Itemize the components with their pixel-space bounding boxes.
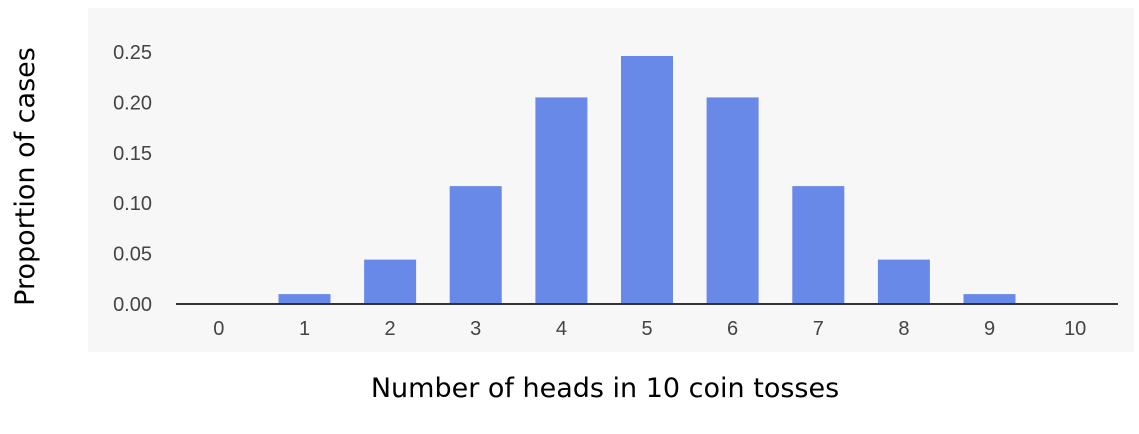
bar-3 [449, 186, 502, 304]
bar-1 [278, 294, 331, 304]
x-tick-label-1: 1 [299, 318, 310, 340]
x-tick-label-7: 7 [813, 318, 824, 340]
x-tick-label-3: 3 [470, 318, 481, 340]
bar-5 [621, 56, 673, 304]
y-axis-label-container: Proportion of cases [0, 0, 50, 352]
y-tick-label-0.25: 0.25 [113, 42, 152, 64]
y-tick-label-0.00: 0.00 [113, 294, 152, 316]
bar-4 [535, 97, 588, 305]
x-tick-label-4: 4 [556, 318, 567, 340]
y-tick-labels: 0.00 0.05 0.10 0.15 0.20 0.25 [113, 42, 152, 316]
x-axis-label: Number of heads in 10 coin tosses [370, 373, 840, 404]
x-tick-label-6: 6 [727, 318, 738, 340]
bar-2 [364, 259, 417, 304]
y-axis-label: Proportion of cases [9, 46, 41, 306]
plot-background [88, 8, 1134, 352]
x-tick-label-9: 9 [984, 318, 995, 340]
x-tick-labels: 0 1 2 3 4 5 6 7 8 9 10 [213, 318, 1086, 340]
bar-7 [792, 186, 845, 304]
bars [192, 56, 1102, 305]
x-tick-label-2: 2 [385, 318, 396, 340]
y-tick-label-0.10: 0.10 [113, 193, 152, 215]
x-tick-label-0: 0 [213, 318, 224, 340]
bar-9 [963, 294, 1016, 304]
y-tick-label-0.05: 0.05 [113, 244, 152, 266]
x-tick-label-5: 5 [641, 318, 652, 340]
y-tick-label-0.15: 0.15 [113, 143, 152, 165]
x-tick-label-8: 8 [898, 318, 909, 340]
bar-8 [877, 259, 930, 304]
x-tick-label-10: 10 [1064, 318, 1086, 340]
y-tick-label-0.20: 0.20 [113, 92, 152, 114]
bar-6 [706, 97, 759, 305]
